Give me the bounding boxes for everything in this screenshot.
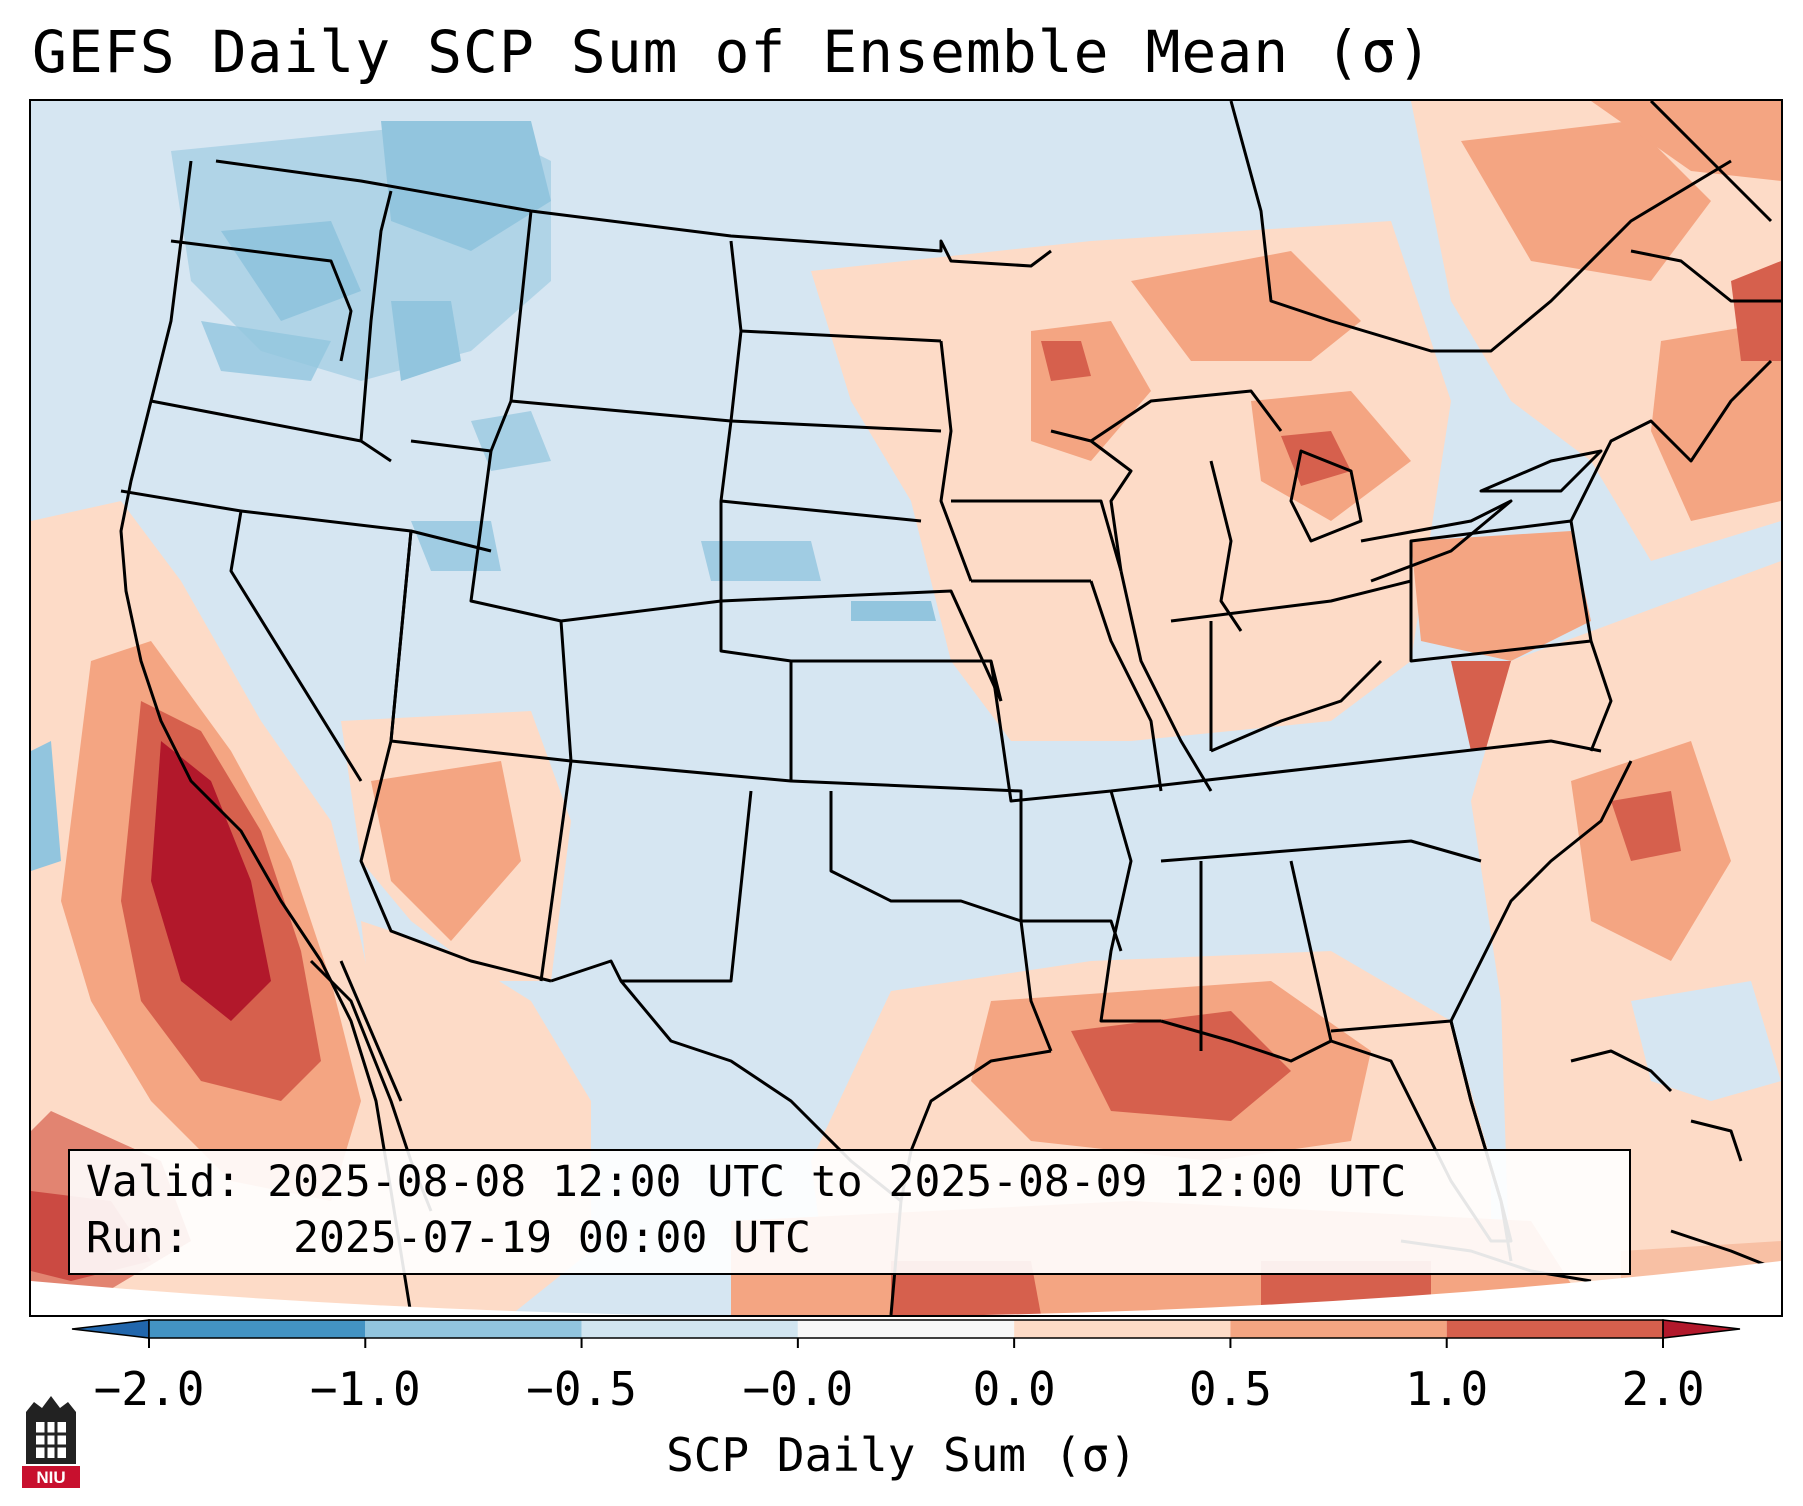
niu-logo: NIU [22, 1396, 80, 1488]
colorbar-tick-label: −0.0 [742, 1362, 854, 1416]
map-panel: Valid: 2025-08-08 12:00 UTC to 2025-08-0… [29, 99, 1783, 1317]
colorbar-tick-label: −1.0 [309, 1362, 421, 1416]
colorbar-bin [149, 1320, 366, 1338]
valid-run-info-box: Valid: 2025-08-08 12:00 UTC to 2025-08-0… [68, 1149, 1631, 1275]
colorbar-over-extension [1662, 1319, 1741, 1339]
colorbar-bin [581, 1320, 798, 1338]
colorbar-tick-label: −2.0 [93, 1362, 205, 1416]
colorbar-tick-label: 0.0 [972, 1362, 1056, 1416]
colorbar-outline [148, 1319, 1664, 1339]
colorbar-tick-label: 2.0 [1621, 1362, 1705, 1416]
valid-value: 2025-08-08 12:00 UTC to 2025-08-09 12:00… [267, 1157, 1407, 1207]
scp-field-map [31, 101, 1781, 1315]
scp-field [31, 101, 1781, 1315]
map-title: GEFS Daily SCP Sum of Ensemble Mean (σ) [32, 18, 1433, 86]
colorbar-label: SCP Daily Sum (σ) [666, 1428, 1137, 1482]
run-line: Run: 2025-07-19 00:00 UTC [86, 1213, 811, 1263]
colorbar-tick-label: −0.5 [526, 1362, 637, 1416]
run-label: Run: [86, 1213, 190, 1263]
valid-label: Valid: [86, 1157, 242, 1207]
colorbar-bin [1014, 1320, 1231, 1338]
valid-line: Valid: 2025-08-08 12:00 UTC to 2025-08-0… [86, 1157, 1406, 1207]
colorbar-tick-label: 0.5 [1188, 1362, 1272, 1416]
colorbar [71, 1319, 1741, 1348]
logo-text: NIU [36, 1468, 65, 1487]
colorbar-tick-label: 1.0 [1405, 1362, 1489, 1416]
colorbar-bin [797, 1320, 1015, 1338]
colorbar-bin [1446, 1320, 1663, 1338]
colorbar-bin [1230, 1320, 1447, 1338]
colorbar-bin [365, 1320, 582, 1338]
map-boundary-mask [31, 1261, 1781, 1315]
run-value: 2025-07-19 00:00 UTC [293, 1213, 811, 1263]
colorbar-under-extension [71, 1319, 150, 1339]
